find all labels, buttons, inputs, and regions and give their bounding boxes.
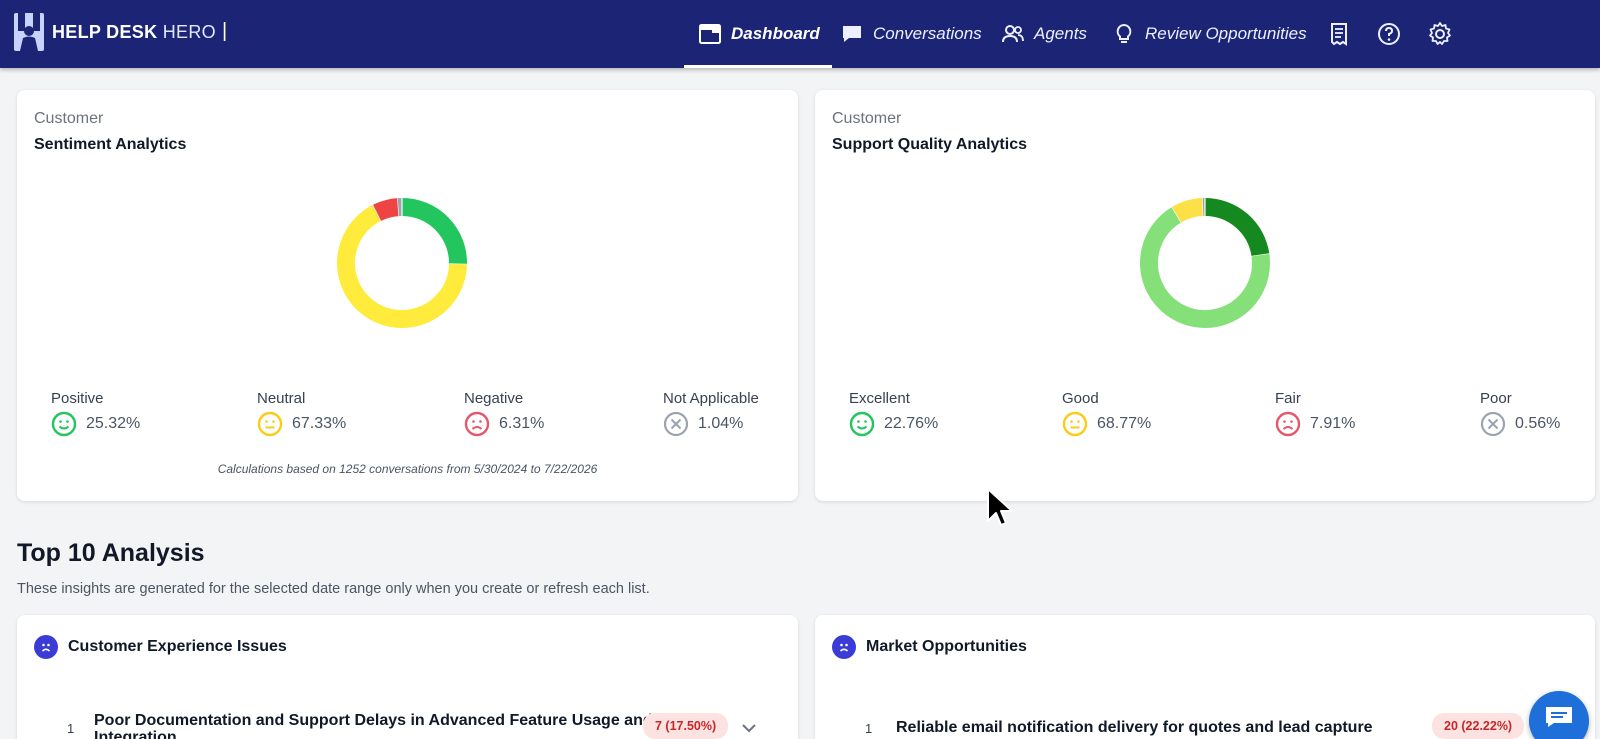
sentiment-donut-chart[interactable] [335, 196, 469, 330]
donut-slice-neutral[interactable] [337, 204, 467, 328]
market-opportunities-panel: Market Opportunities 1 Reliable email no… [815, 615, 1595, 739]
panel-header: Market Opportunities [832, 635, 1027, 659]
top-nav-bar: HELP DESK HERO | Dashboard Conversations… [0, 0, 1600, 68]
customer-experience-issues-panel: Customer Experience Issues 1 Poor Docume… [17, 615, 798, 739]
row-number: 1 [865, 721, 873, 736]
card-title: Support Quality Analytics [832, 136, 1027, 153]
donut-slice-negative[interactable] [373, 198, 400, 222]
nav-review-opportunities[interactable]: Review Opportunities [1112, 0, 1307, 68]
row-number: 1 [67, 721, 75, 736]
nav-agents-label: Agents [1034, 24, 1087, 43]
chat-bubble-icon [1546, 707, 1572, 727]
opportunity-row-title[interactable]: Reliable email notification delivery for… [896, 719, 1373, 736]
support-quality-analytics-card: Customer Support Quality Analytics Excel… [815, 90, 1595, 501]
top10-description: These insights are generated for the sel… [17, 581, 650, 597]
donut-slice-good[interactable] [1140, 206, 1270, 328]
top10-title: Top 10 Analysis [17, 539, 205, 567]
legend-label: Excellent [849, 390, 910, 407]
card-title: Sentiment Analytics [34, 136, 187, 153]
legend-poor: Poor 0.56% [1480, 390, 1560, 437]
smile-face-icon [849, 411, 875, 437]
sad-face-icon [464, 411, 490, 437]
count-badge: 20 (22.22%) [1432, 713, 1525, 739]
neutral-face-icon [1062, 411, 1088, 437]
legend-label: Fair [1275, 390, 1301, 407]
legend-value: 0.56% [1515, 415, 1561, 432]
legend-value: 6.31% [499, 415, 545, 432]
legend-label: Neutral [257, 390, 306, 407]
brand-separator: | [222, 20, 228, 42]
legend-positive: Positive 25.32% [51, 390, 140, 437]
donut-slice-excellent[interactable] [1204, 198, 1270, 257]
brand-name-bold: HELP DESK [52, 22, 158, 42]
nav-conversations-label: Conversations [873, 24, 982, 43]
neutral-face-icon [257, 411, 283, 437]
issue-row-title[interactable]: Poor Documentation and Support Delays in… [94, 712, 653, 739]
donut-slice-fair[interactable] [1172, 198, 1204, 223]
nav-agents[interactable]: Agents [1001, 0, 1087, 68]
nav-dashboard[interactable]: Dashboard [684, 0, 832, 68]
gear-icon[interactable] [1427, 21, 1453, 47]
chat-launcher-button[interactable] [1529, 691, 1589, 739]
legend-value: 68.77% [1097, 415, 1152, 432]
count-badge: 7 (17.50%) [643, 713, 729, 739]
legend-not-applicable: Not Applicable 1.04% [663, 390, 759, 437]
legend-label: Good [1062, 390, 1099, 407]
people-icon [1001, 22, 1025, 46]
legend-good: Good 68.77% [1062, 390, 1151, 437]
brand-name[interactable]: HELP DESK HERO [52, 22, 216, 43]
receipt-icon[interactable] [1326, 21, 1352, 47]
window-icon [698, 22, 722, 46]
quality-donut-chart[interactable] [1138, 196, 1272, 330]
chevron-down-icon[interactable] [740, 719, 758, 737]
legend-label: Positive [51, 390, 104, 407]
chat-bubble-icon [840, 22, 864, 46]
legend-excellent: Excellent 22.76% [849, 390, 938, 437]
legend-value: 7.91% [1310, 415, 1356, 432]
legend-value: 25.32% [86, 415, 141, 432]
help-icon[interactable] [1376, 21, 1402, 47]
donut-slice-separator [1251, 253, 1270, 258]
panel-title: Customer Experience Issues [68, 638, 287, 655]
sentiment-analytics-card: Customer Sentiment Analytics Positive 25… [17, 90, 798, 501]
legend-fair: Fair 7.91% [1275, 390, 1355, 437]
donut-slice-positive[interactable] [401, 198, 467, 265]
x-circle-icon [663, 411, 689, 437]
donut-slice-separator [1171, 206, 1182, 223]
legend-value: 22.76% [884, 415, 939, 432]
sad-face-icon [1275, 411, 1301, 437]
sad-face-icon [34, 635, 58, 659]
x-circle-icon [1480, 411, 1506, 437]
logo-icon[interactable] [12, 11, 46, 53]
calculation-note: Calculations based on 1252 conversations… [217, 462, 598, 476]
brand-name-light: HERO [162, 22, 216, 42]
sad-face-icon [832, 635, 856, 659]
nav-review-opportunities-label: Review Opportunities [1145, 24, 1307, 43]
legend-neutral: Neutral 67.33% [257, 390, 346, 437]
legend-label: Negative [464, 390, 524, 407]
legend-value: 67.33% [292, 415, 347, 432]
legend-negative: Negative 6.31% [464, 390, 544, 437]
legend-value: 1.04% [698, 415, 744, 432]
nav-dashboard-label: Dashboard [731, 24, 820, 43]
lightbulb-icon [1112, 22, 1136, 46]
card-subtitle: Customer [34, 110, 104, 127]
legend-label: Not Applicable [663, 390, 759, 407]
panel-header: Customer Experience Issues [34, 635, 287, 659]
card-subtitle: Customer [832, 110, 902, 127]
mouse-cursor-icon [987, 488, 1012, 526]
smile-face-icon [51, 411, 77, 437]
panel-title: Market Opportunities [866, 638, 1027, 655]
nav-conversations[interactable]: Conversations [840, 0, 982, 68]
legend-label: Poor [1480, 390, 1512, 407]
donut-slice-separator [397, 198, 400, 217]
